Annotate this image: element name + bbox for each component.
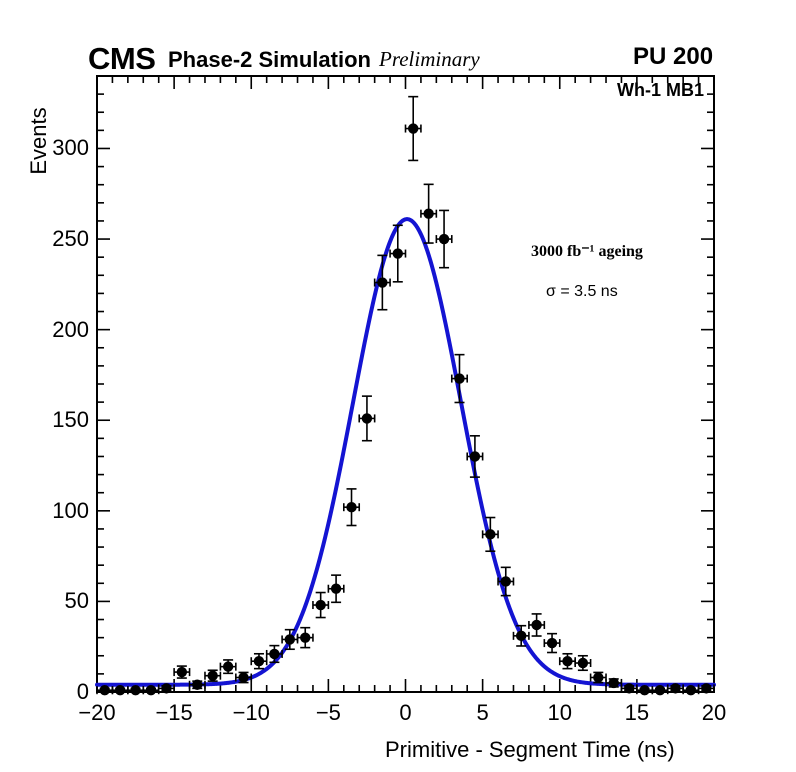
cms-logo: CMS	[88, 41, 156, 76]
data-point	[127, 684, 145, 696]
data-point	[481, 516, 499, 553]
data-point	[466, 435, 484, 478]
y-tick-label: 300	[52, 135, 89, 161]
data-point	[281, 628, 299, 651]
x-tick-label: −10	[232, 700, 270, 725]
data-point	[558, 652, 576, 670]
plot-frame	[96, 75, 715, 693]
data-point	[497, 566, 515, 597]
data-point	[574, 654, 592, 672]
data-point	[620, 683, 638, 694]
data-point	[666, 683, 684, 694]
cms-subtitle: Phase-2 Simulation	[168, 47, 371, 72]
data-point	[528, 613, 546, 637]
data-point	[543, 632, 561, 654]
data-point	[157, 683, 175, 694]
data-point	[188, 679, 206, 690]
data-point	[312, 591, 330, 619]
data-point	[235, 671, 253, 684]
luminosity-annotation: 3000 fb⁻¹ ageing	[531, 243, 643, 260]
pileup-label: PU 200	[633, 43, 714, 70]
data-point	[265, 644, 283, 664]
data-point	[605, 677, 623, 689]
x-tick-label: −20	[78, 700, 116, 725]
data-point	[450, 353, 469, 404]
y-tick-label: 200	[52, 316, 89, 342]
x-tick-label: 0	[399, 700, 412, 725]
gaussian-fit-curve	[95, 217, 716, 687]
data-point	[250, 652, 268, 670]
resolution-annotation: σ = 3.5 ns	[546, 283, 618, 300]
data-point	[142, 684, 160, 696]
x-tick-label: 10	[547, 700, 572, 725]
data-point	[435, 209, 453, 269]
data-point	[342, 488, 361, 527]
data-point	[697, 683, 715, 694]
data-point	[589, 671, 607, 684]
data-point	[512, 624, 530, 647]
data-points-group	[96, 95, 715, 696]
cms-preliminary-label: Preliminary	[379, 47, 480, 71]
x-axis-label: Primitive - Segment Time (ns)	[385, 737, 675, 762]
x-tick-label: 20	[701, 700, 727, 725]
data-point	[358, 395, 376, 442]
x-tick-label: 15	[624, 700, 650, 725]
y-tick-label: 50	[64, 588, 89, 614]
data-point	[420, 183, 438, 244]
y-tick-label: 250	[52, 226, 89, 252]
panel-label: Wh-1 MB1	[617, 80, 704, 100]
data-point	[373, 254, 391, 311]
axis-ticks	[96, 75, 715, 693]
x-tick-label: 5	[476, 700, 489, 725]
y-tick-label: 150	[52, 407, 89, 433]
data-point	[219, 659, 237, 675]
y-tick-label: 0	[76, 679, 89, 704]
x-tick-label: −15	[155, 700, 193, 725]
y-tick-label: 100	[52, 497, 89, 523]
data-point	[636, 684, 654, 696]
data-point	[296, 626, 314, 649]
data-point	[389, 224, 407, 283]
data-point	[204, 669, 222, 682]
data-point	[327, 574, 345, 604]
data-point	[173, 665, 191, 679]
data-point	[404, 95, 422, 162]
x-tick-label: −5	[315, 700, 341, 725]
